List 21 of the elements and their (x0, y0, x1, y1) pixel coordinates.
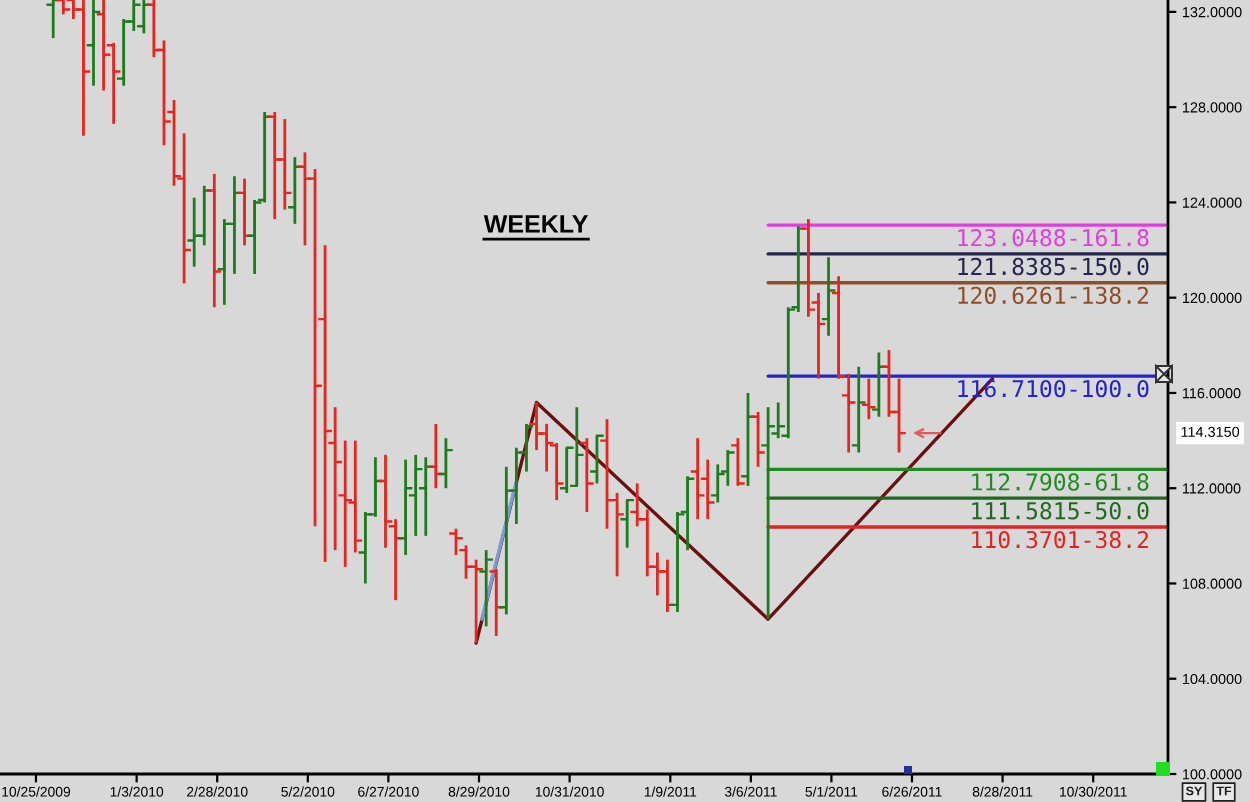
candlestick (751, 410, 765, 469)
candlestick (620, 498, 634, 550)
series-label: 112.7908-61.8 (972, 473, 1149, 491)
candlestick (731, 436, 745, 488)
candlestick (872, 351, 886, 419)
candlestick (479, 548, 493, 628)
candlestick (207, 172, 222, 309)
series-label: 110.3701-38.2 (972, 530, 1148, 549)
candlestick (851, 365, 866, 454)
candlestick (580, 436, 594, 514)
candlestick (86, 0, 101, 88)
candlestick (439, 436, 453, 490)
candlestick (590, 434, 604, 485)
series-label: 111.5815-50.0 (972, 502, 1149, 520)
series-label: 120.6261-138.2 (958, 286, 1148, 305)
series-label: 121.8385-150.0 (958, 257, 1149, 276)
text: WEEKLY (483, 215, 589, 233)
candlestick (237, 177, 252, 247)
series-label: 123.0488-161.8 (958, 228, 1149, 247)
candlestick (489, 567, 504, 638)
candlestick (821, 255, 836, 338)
